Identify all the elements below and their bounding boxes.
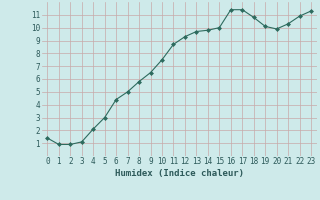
X-axis label: Humidex (Indice chaleur): Humidex (Indice chaleur) bbox=[115, 169, 244, 178]
